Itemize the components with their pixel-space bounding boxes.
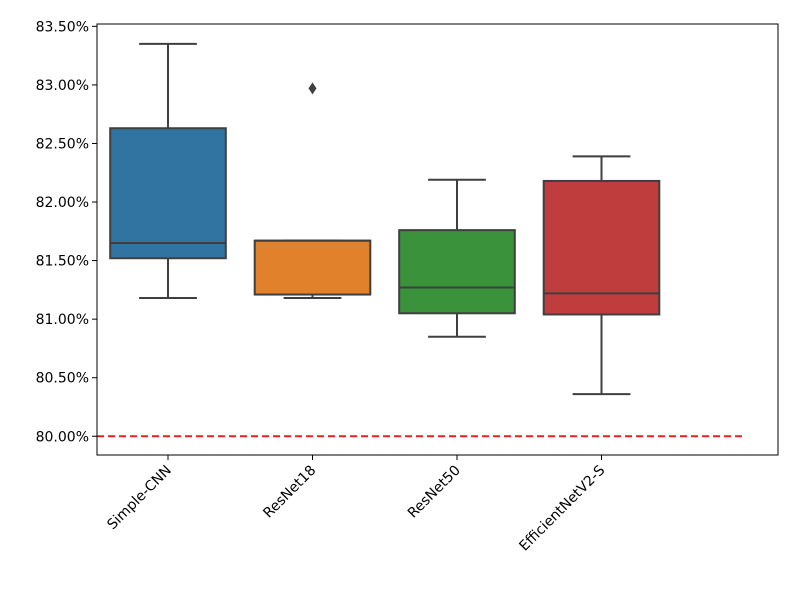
y-tick-label: 82.00%	[36, 195, 89, 211]
box	[542, 179, 661, 316]
y-tick-label: 81.50%	[36, 254, 89, 270]
y-tick-label: 81.00%	[36, 312, 89, 328]
plot-frame	[96, 23, 779, 456]
box	[398, 229, 516, 315]
x-tick-label: ResNet18	[260, 463, 319, 522]
box	[253, 239, 372, 296]
x-tick-label: Simple-CNN	[104, 463, 174, 533]
y-tick-label: 83.50%	[36, 19, 89, 35]
outlier	[308, 82, 317, 95]
y-tick-label: 80.50%	[36, 371, 89, 387]
y-tick-label: 83.00%	[36, 78, 89, 94]
y-tick-label: 80.00%	[36, 429, 89, 445]
x-tick-label: EfficientNetV2-S	[516, 462, 608, 554]
box	[109, 127, 227, 260]
y-tick-label: 82.50%	[36, 136, 89, 152]
x-tick-label: ResNet50	[405, 463, 464, 522]
